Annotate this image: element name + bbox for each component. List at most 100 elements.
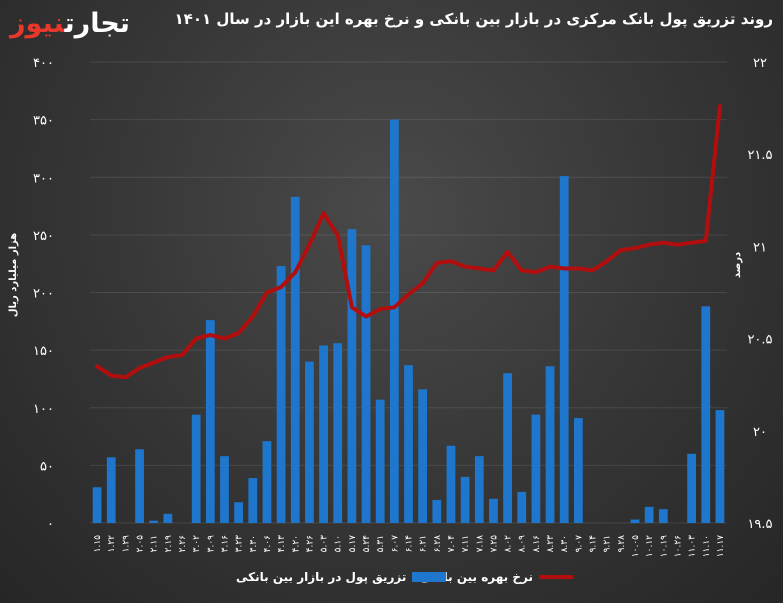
y2-tick-label: ۲۱ — [753, 240, 767, 255]
x-tick-label: ۱.۲۲ — [107, 535, 117, 553]
y-tick-label: ۳۰۰ — [33, 171, 54, 186]
x-tick-label: ۱۰.۰۵ — [631, 535, 641, 557]
bar — [333, 343, 343, 523]
bar — [630, 519, 640, 523]
bar — [474, 456, 484, 523]
bar — [106, 457, 116, 523]
bar — [248, 478, 258, 523]
bar — [319, 345, 328, 523]
legend-bar-label: تزریق پول در بازار بین بانکی — [236, 570, 407, 584]
x-tick-label: ۳.۰۹ — [206, 535, 216, 553]
x-tick-label: ۳.۳۰ — [249, 535, 259, 552]
legend-bar-swatch — [412, 572, 447, 582]
bar — [644, 506, 654, 523]
x-tick-label: ۴.۲۰ — [291, 535, 301, 552]
bar — [701, 306, 711, 523]
x-tick-label: ۶.۰۷ — [390, 535, 400, 553]
x-tick-label: ۳.۰۲ — [192, 535, 202, 553]
bar — [347, 229, 357, 524]
bar — [432, 499, 442, 523]
y2-axis-label: درصد — [732, 252, 743, 278]
y-tick-label: ۲۵۰ — [33, 229, 54, 244]
bar — [687, 453, 696, 523]
bar — [446, 445, 456, 523]
y2-tick-label: ۲۱.۵ — [747, 148, 772, 163]
bar — [460, 476, 470, 523]
x-tick-label: ۵.۲۴ — [362, 535, 372, 553]
logo-text-a: تجارت — [64, 8, 131, 39]
bar — [305, 361, 314, 523]
x-tick-label: ۹.۰۷ — [574, 535, 584, 553]
left-axis-ticks: ۰ ۵۰ ۱۰۰ ۱۵۰ ۲۰۰ ۲۵۰ ۳۰۰ ۳۵۰ ۴۰۰ — [33, 56, 54, 532]
bar-series — [92, 119, 725, 524]
x-tick-label: ۸.۰۲ — [504, 535, 514, 553]
x-tick-label: ۹.۲۸ — [617, 535, 627, 553]
bar — [149, 520, 159, 523]
y-tick-label: ۰ — [47, 517, 54, 532]
x-tick-label: ۲.۲۶ — [178, 535, 188, 553]
logo-text-b: نیوز — [10, 8, 66, 39]
y2-tick-label: ۲۲ — [753, 56, 767, 71]
bar — [404, 365, 413, 523]
x-tick-label: ۲.۱۹ — [164, 535, 174, 553]
y-tick-label: ۵۰ — [40, 459, 54, 474]
legend-line-swatch — [538, 575, 573, 579]
bar — [262, 441, 272, 523]
x-tick-label: ۲.۰۵ — [136, 535, 146, 553]
legend-line-label: نرخ بهره بین بانکی — [420, 570, 533, 584]
x-tick-label: ۴.۲۶ — [305, 535, 315, 553]
bar — [503, 373, 512, 523]
bar — [234, 502, 244, 523]
x-tick-label: ۵.۰۳ — [320, 535, 330, 553]
x-tick-label: ۷.۰۴ — [447, 535, 457, 553]
y-tick-label: ۴۰۰ — [33, 56, 54, 71]
x-tick-label: ۱.۲۹ — [121, 535, 131, 553]
legend-bar: تزریق پول در بازار بین بانکی — [236, 570, 447, 584]
x-tick-label: ۸.۳۰ — [560, 535, 570, 552]
bar — [418, 389, 428, 523]
x-tick-label: ۷.۱۸ — [475, 535, 485, 553]
x-tick-label: ۱۰.۲۶ — [673, 535, 683, 557]
bar — [361, 245, 371, 523]
y2-tick-label: ۲۰.۵ — [747, 333, 772, 348]
x-tick-label: ۶.۱۴ — [405, 535, 415, 553]
bar — [389, 119, 399, 523]
bar — [715, 410, 725, 523]
bar — [92, 487, 102, 523]
bar — [658, 509, 668, 523]
x-tick-label: ۱.۱۵ — [93, 535, 103, 553]
x-tick-label: ۴.۱۳ — [277, 535, 287, 553]
bar — [559, 176, 569, 523]
x-tick-label: ۷.۲۵ — [489, 535, 499, 553]
bar — [220, 456, 229, 523]
x-tick-label: ۶.۲۱ — [419, 535, 429, 552]
x-tick-label: ۹.۲۱ — [603, 535, 613, 552]
y-tick-label: ۱۰۰ — [33, 402, 54, 417]
bar — [489, 498, 498, 523]
line-series — [95, 104, 722, 380]
x-tick-label: ۶.۲۸ — [433, 535, 443, 553]
bar — [531, 414, 541, 523]
bar — [205, 320, 215, 523]
x-tick-label: ۸.۲۳ — [546, 535, 556, 553]
x-axis-ticks: ۱.۱۵ ۱.۲۲ ۱.۲۹ ۲.۰۵ ۲.۱۱ ۲.۱۹ ۲.۲۶ ۳.۰۲ ۳.۰۹ ۳.۱۶… — [93, 535, 726, 557]
y2-tick-label: ۲۰ — [753, 425, 767, 440]
x-tick-label: ۷.۱۱ — [461, 535, 471, 552]
x-tick-label: ۸.۱۶ — [532, 535, 542, 553]
x-tick-label: ۵.۳۱ — [376, 535, 386, 552]
x-tick-label: ۳.۱۶ — [220, 535, 230, 553]
x-tick-label: ۱۱.۱۰ — [702, 535, 712, 557]
x-tick-label: ۱۰.۱۲ — [645, 535, 655, 557]
bar — [135, 449, 144, 523]
y-tick-label: ۳۵۰ — [33, 114, 54, 129]
bar — [545, 366, 555, 523]
bar — [276, 265, 286, 523]
x-tick-label: ۱۱.۱۷ — [716, 535, 726, 557]
y-axis-label: هزار میلیارد ریال — [8, 233, 19, 317]
chart-title: روند تزریق پول بانک مرکزی در بازار بین ب… — [174, 10, 773, 28]
x-tick-label: ۳.۲۳ — [235, 535, 245, 553]
bar — [163, 513, 173, 523]
x-tick-label: ۵.۱۰ — [334, 535, 344, 552]
